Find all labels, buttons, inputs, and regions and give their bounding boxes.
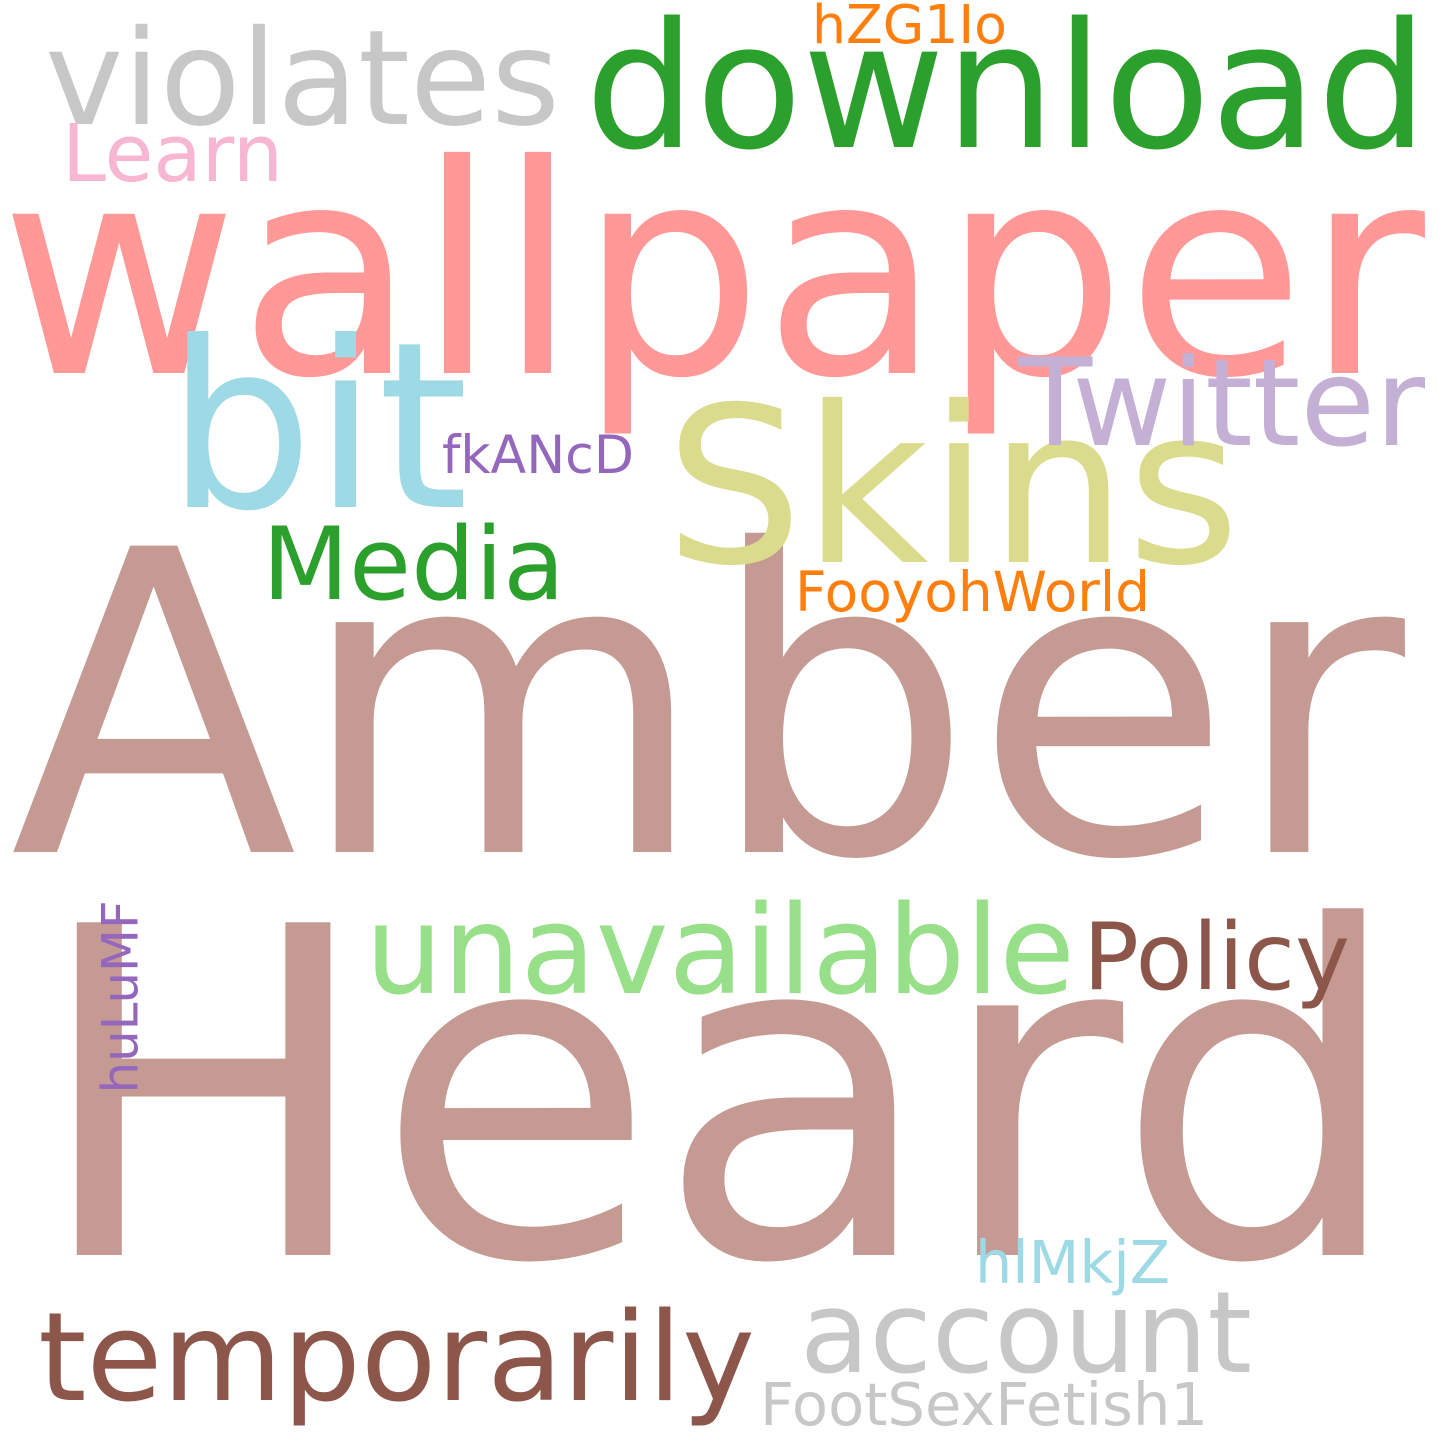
word-fkancd: fkANcD: [442, 426, 634, 487]
word-wallpaper: wallpaper: [0, 102, 1425, 442]
word-media: Media: [262, 504, 565, 623]
word-heard: Heard: [32, 830, 1405, 1363]
word-hulumf: huLuMF: [91, 899, 150, 1093]
word-temporarily: temporarily: [38, 1285, 755, 1430]
word-hlmkjz: hlMkjZ: [975, 1227, 1170, 1297]
word-skins: Skins: [665, 361, 1240, 615]
word-account: account: [800, 1266, 1252, 1399]
word-violates: violates: [45, 1, 560, 156]
word-footsexfetish1: FootSexFetish1: [760, 1369, 1208, 1439]
word-amber: Amber: [10, 463, 1405, 953]
word-fooyohworld: FooyohWorld: [795, 560, 1150, 625]
word-twitter: Twitter: [1018, 332, 1426, 475]
word-policy: Policy: [1083, 903, 1350, 1012]
word-learn: Learn: [62, 107, 283, 200]
word-bit: bit: [166, 292, 469, 563]
word-hzg1io: hZG1Io: [812, 0, 1007, 56]
word-unavailable: unavailable: [365, 879, 1075, 1023]
word-download: download: [585, 0, 1428, 189]
